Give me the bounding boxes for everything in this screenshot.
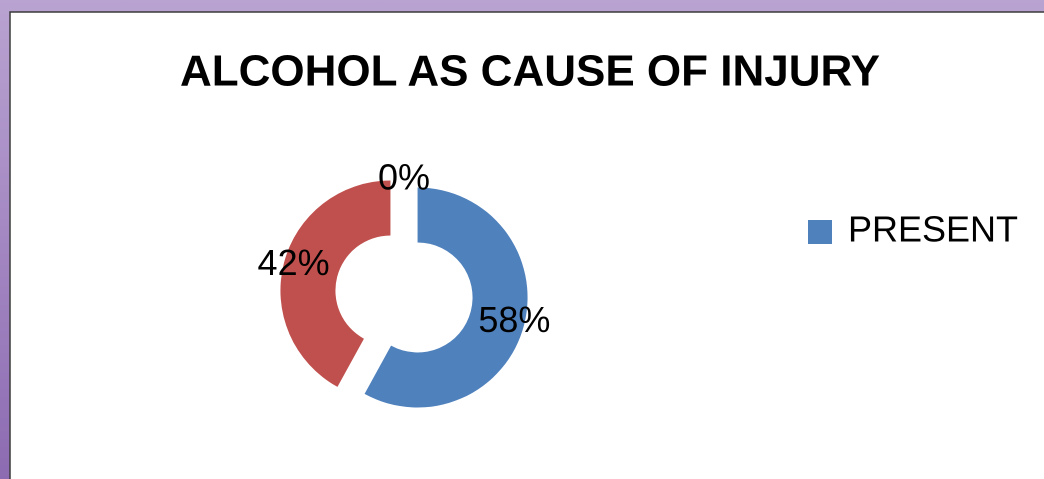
data-label: 42% bbox=[258, 242, 330, 283]
donut-slice bbox=[280, 180, 391, 387]
chart-title: ALCOHOL AS CAUSE OF INJURY bbox=[180, 47, 880, 96]
data-label: 58% bbox=[478, 299, 550, 340]
legend-label: PRESENT bbox=[848, 209, 1018, 250]
chart-area bbox=[9, 11, 1044, 479]
data-label: 0% bbox=[378, 157, 430, 198]
legend-swatch bbox=[808, 220, 832, 244]
donut-slice bbox=[364, 187, 528, 408]
